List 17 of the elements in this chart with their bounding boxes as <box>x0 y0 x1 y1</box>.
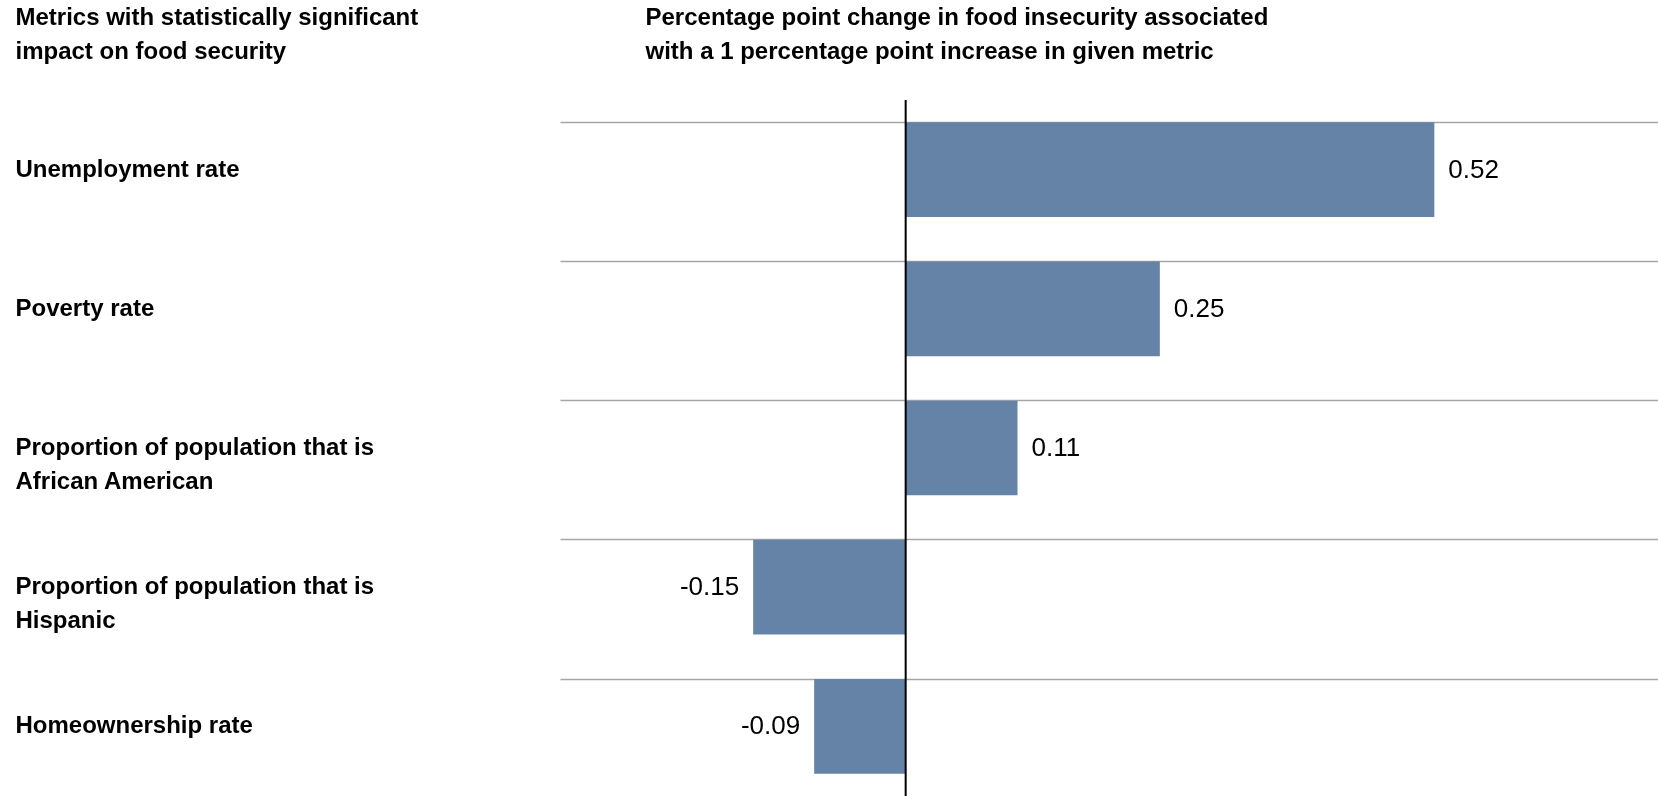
data-label: -0.09 <box>740 710 801 741</box>
y-tick-label: Proportion of population that is African American <box>15 433 375 494</box>
y-axis-title: Metrics with statistically significant impact on food security <box>15 2 419 64</box>
data-label: 0.11 <box>1031 432 1081 462</box>
bar <box>905 261 1160 357</box>
data-label: 0.25 <box>1173 292 1225 323</box>
bar <box>905 122 1435 217</box>
bar <box>814 679 906 774</box>
data-label: 0.52 <box>1448 153 1499 184</box>
bar <box>753 539 906 635</box>
y-tick-label: Poverty rate <box>15 293 155 321</box>
y-tick-label: Unemployment rate <box>15 154 240 182</box>
data-label: -0.15 <box>679 571 740 602</box>
x-axis-title: Percentage point change in food insecurity associated with a 1 percentage point increase in given metric <box>644 2 1269 64</box>
y-tick-label: Proportion of population that is Hispanic <box>15 572 375 634</box>
bar <box>905 400 1018 496</box>
y-tick-label: Homeownership rate <box>15 711 253 739</box>
